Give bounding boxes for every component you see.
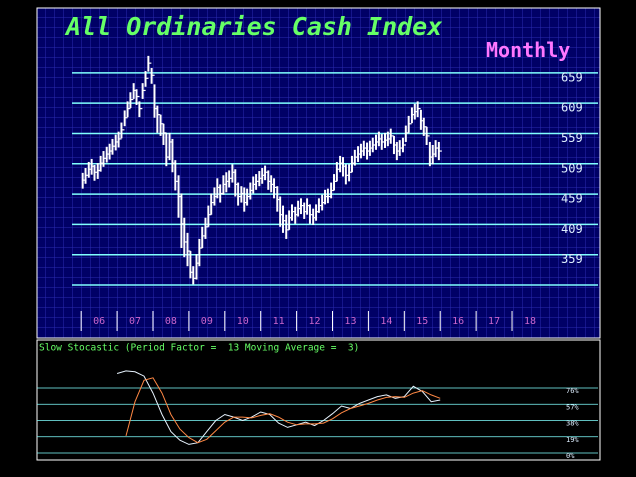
stochastic-title: Slow Stocastic (Period Factor = 13 Movin… xyxy=(39,343,359,354)
y-tick-label: 19% xyxy=(566,436,579,444)
y-tick-label: 0% xyxy=(566,452,575,460)
y-tick-label: 359 xyxy=(561,252,583,266)
x-tick-label: 08 xyxy=(165,316,177,327)
y-tick-label: 57% xyxy=(566,403,579,411)
x-tick-label: 15 xyxy=(416,316,428,327)
stochastic-line xyxy=(116,370,441,445)
x-tick-label: 11 xyxy=(273,316,285,327)
y-tick-label: 559 xyxy=(561,131,583,145)
y-tick-label: 609 xyxy=(561,101,583,115)
chart-subtitle: Monthly xyxy=(486,38,570,62)
y-tick-label: 409 xyxy=(561,222,583,236)
y-tick-label: 659 xyxy=(561,70,583,84)
y-tick-label: 76% xyxy=(566,387,579,395)
y-tick-label: 459 xyxy=(561,192,583,206)
x-tick-label: 17 xyxy=(488,316,500,327)
stochastic-line xyxy=(125,377,441,444)
chart-title: All Ordinaries Cash Index xyxy=(64,12,442,41)
y-tick-label: 38% xyxy=(566,420,579,428)
x-tick-label: 18 xyxy=(524,316,536,327)
x-tick-label: 14 xyxy=(380,316,392,327)
x-tick-label: 13 xyxy=(344,316,356,327)
x-tick-label: 12 xyxy=(309,316,321,327)
main-grid xyxy=(36,7,601,339)
stochastic-panel xyxy=(36,339,601,461)
y-tick-label: 509 xyxy=(561,161,583,175)
x-tick-label: 06 xyxy=(93,316,105,327)
x-tick-label: 09 xyxy=(201,316,213,327)
x-tick-label: 07 xyxy=(129,316,141,327)
x-tick-label: 16 xyxy=(452,316,464,327)
x-tick-label: 10 xyxy=(237,316,249,327)
